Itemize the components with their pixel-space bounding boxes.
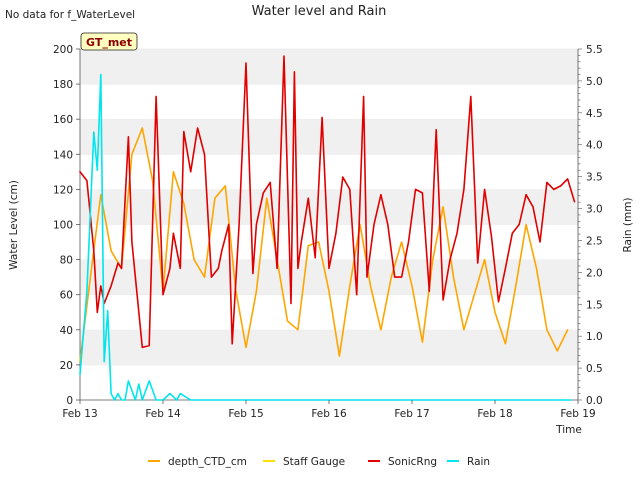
grid-band bbox=[80, 84, 578, 120]
tag-badge: GT_met bbox=[80, 32, 138, 51]
y2-tick-label: 4.0 bbox=[586, 140, 603, 152]
y-tick-label: 80 bbox=[60, 255, 73, 267]
y-tick-label: 40 bbox=[60, 325, 73, 337]
legend-item: Rain bbox=[447, 456, 490, 468]
legend-item: SonicRng bbox=[368, 456, 437, 468]
series-line-depth-ctd-cm bbox=[79, 127, 569, 363]
y2-tick-label: 5.5 bbox=[586, 44, 603, 56]
legend: depth_CTD_cm Staff Gauge SonicRng Rain bbox=[148, 456, 490, 468]
y2-tick-label: 1.5 bbox=[586, 299, 603, 311]
y2-axis-label: Rain (mm) bbox=[622, 197, 634, 252]
grid-band bbox=[80, 154, 578, 190]
y2-tick-label: 2.5 bbox=[586, 235, 603, 247]
y2-tick-label: 3.0 bbox=[586, 204, 603, 216]
grid-band bbox=[80, 189, 578, 225]
x-tick-label: Feb 18 bbox=[477, 408, 512, 420]
y-tick-label: 140 bbox=[53, 149, 73, 161]
grid-bands bbox=[80, 48, 578, 400]
series-line-sonicrng bbox=[79, 55, 576, 349]
tag-badge-label: GT_met bbox=[86, 36, 132, 49]
x-tick-label: Feb 13 bbox=[62, 408, 97, 420]
y2-tick-label: 2.0 bbox=[586, 267, 603, 279]
y-tick-label: 200 bbox=[53, 44, 73, 56]
corner-note: No data for f_WaterLevel bbox=[5, 9, 135, 21]
series-line-rain bbox=[79, 73, 572, 401]
y-tick-label: 60 bbox=[60, 290, 73, 302]
legend-label: SonicRng bbox=[388, 456, 437, 468]
x-tick-label: Feb 17 bbox=[394, 408, 429, 420]
y-tick-label: 160 bbox=[53, 114, 73, 126]
y-tick-label: 0 bbox=[66, 395, 73, 407]
y-tick-label: 100 bbox=[53, 220, 73, 232]
y-tick-label: 120 bbox=[53, 184, 73, 196]
right-axis-ticks: 0.0 0.5 1.0 1.5 2.0 2.5 3.0 3.5 4.0 4.5 5.0 5.5 bbox=[578, 44, 603, 407]
x-tick-label: Feb 19 bbox=[560, 408, 595, 420]
x-tick-label: Feb 14 bbox=[145, 408, 181, 420]
grid-band bbox=[80, 294, 578, 330]
y2-tick-label: 1.0 bbox=[586, 331, 603, 343]
y2-tick-label: 5.0 bbox=[586, 76, 603, 88]
x-axis-label: Time bbox=[555, 424, 582, 436]
y2-tick-label: 3.5 bbox=[586, 172, 603, 184]
y2-tick-label: 0.0 bbox=[586, 395, 603, 407]
legend-item: depth_CTD_cm bbox=[148, 456, 247, 468]
grid-band bbox=[80, 329, 578, 365]
left-axis-ticks: 0 20 40 60 80 100 120 140 160 180 200 bbox=[53, 44, 80, 407]
y-tick-label: 20 bbox=[60, 360, 73, 372]
series-layer bbox=[79, 55, 576, 401]
grid-band bbox=[80, 364, 578, 400]
legend-item: Staff Gauge bbox=[263, 456, 345, 468]
x-tick-label: Feb 15 bbox=[228, 408, 263, 420]
y-tick-label: 180 bbox=[53, 79, 73, 91]
grid-band bbox=[80, 119, 578, 155]
legend-label: Staff Gauge bbox=[283, 456, 345, 468]
legend-label: Rain bbox=[467, 456, 490, 468]
y-axis-label: Water Level (cm) bbox=[8, 180, 20, 270]
legend-label: depth_CTD_cm bbox=[168, 456, 247, 468]
chart-title: Water level and Rain bbox=[252, 4, 387, 19]
x-tick-label: Feb 16 bbox=[311, 408, 347, 420]
y2-tick-label: 4.5 bbox=[586, 108, 603, 120]
y2-tick-label: 0.5 bbox=[586, 363, 603, 375]
x-axis-ticks: Feb 13 Feb 14 Feb 15 Feb 16 Feb 17 Feb 18 Feb … bbox=[62, 400, 596, 420]
grid-band bbox=[80, 49, 578, 85]
